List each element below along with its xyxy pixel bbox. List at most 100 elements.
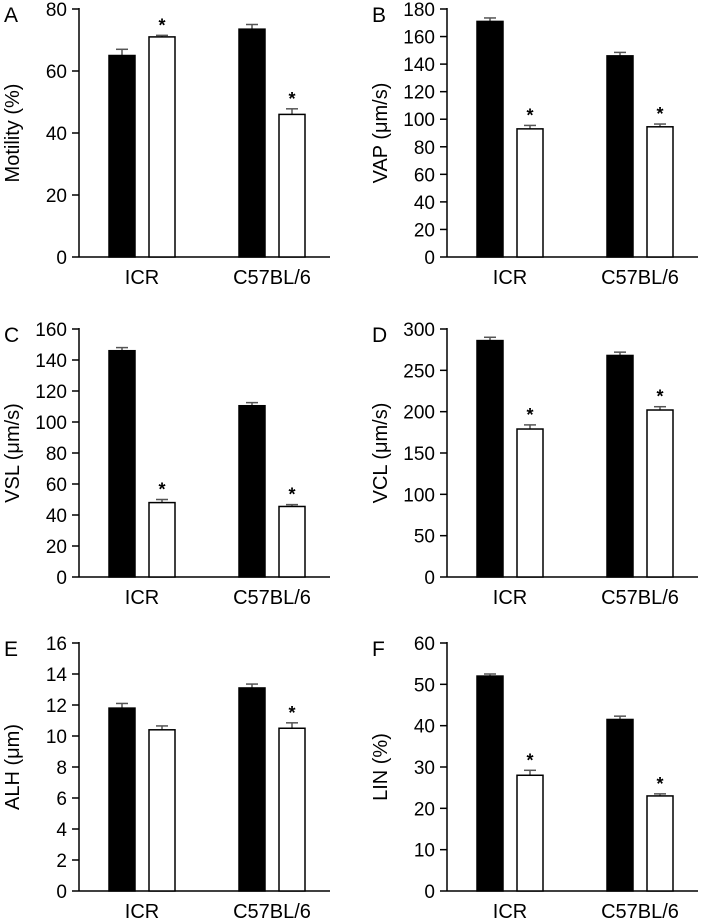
y-tick-label-f: 10 [414, 841, 435, 862]
y-tick-label-f: 40 [414, 717, 435, 738]
y-tick-label-f: 0 [424, 882, 435, 903]
y-tick-label-f: 30 [414, 758, 435, 779]
panel-letter-a: A [4, 4, 18, 27]
y-tick-label-b: 40 [414, 193, 435, 214]
y-tick-label-c: 100 [35, 413, 67, 434]
y-axis-title-a: Motility (%) [2, 84, 24, 183]
bar-c-icr-series2 [148, 501, 176, 578]
y-tick-label-e: 14 [46, 665, 68, 686]
y-tick-label-f: 20 [414, 799, 435, 820]
panel-letter-c: C [4, 324, 19, 347]
y-tick-label-e: 8 [56, 758, 67, 779]
y-tick-label-a: 20 [46, 186, 67, 207]
bar-f-c57bl6-series2 [646, 795, 674, 892]
y-tick-label-a: 0 [56, 248, 67, 269]
bar-e-c57bl6-series2 [278, 727, 306, 892]
x-category-label-c: C57BL/6 [233, 587, 311, 609]
bar-f-icr-series2 [516, 774, 544, 892]
bar-b-icr-series1 [476, 20, 504, 258]
panel-letter-f: F [372, 638, 385, 661]
significance-star-c: * [288, 485, 295, 505]
significance-star-b: * [656, 104, 663, 124]
y-axis-title-d: VCL (μm/s) [370, 403, 392, 504]
y-tick-label-c: 140 [35, 351, 67, 372]
y-tick-label-d: 100 [403, 485, 435, 506]
y-tick-label-d: 50 [414, 527, 435, 548]
y-tick-label-e: 0 [56, 882, 67, 903]
bar-f-c57bl6-series1 [606, 718, 634, 892]
bar-b-icr-series2 [516, 128, 544, 258]
y-tick-label-c: 60 [46, 475, 67, 496]
y-tick-label-d: 150 [403, 444, 435, 465]
y-tick-label-d: 250 [403, 361, 435, 382]
panel-letter-b: B [372, 4, 386, 27]
y-tick-label-a: 60 [46, 62, 67, 83]
significance-star-e: * [288, 703, 295, 723]
y-tick-label-a: 80 [46, 0, 67, 21]
y-tick-label-e: 12 [46, 696, 67, 717]
y-tick-label-b: 80 [414, 138, 435, 159]
y-tick-label-c: 20 [46, 537, 67, 558]
y-tick-label-c: 40 [46, 506, 67, 527]
bar-a-icr-series2 [148, 36, 176, 258]
y-tick-label-d: 0 [424, 568, 435, 589]
y-tick-label-b: 20 [414, 220, 435, 241]
y-tick-label-b: 60 [414, 165, 435, 186]
y-tick-label-c: 0 [56, 568, 67, 589]
y-tick-label-f: 60 [414, 634, 435, 655]
panel-letter-e: E [4, 638, 18, 661]
bar-c-c57bl6-series2 [278, 505, 306, 578]
x-category-label-b: C57BL/6 [601, 267, 679, 289]
y-tick-label-e: 2 [56, 851, 67, 872]
bar-a-icr-series1 [108, 54, 136, 258]
bar-e-icr-series1 [108, 707, 136, 892]
x-category-label-d: C57BL/6 [601, 587, 679, 609]
x-category-label-f: ICR [493, 901, 527, 923]
significance-star-f: * [526, 750, 533, 770]
x-category-label-f: C57BL/6 [601, 901, 679, 923]
y-tick-label-e: 6 [56, 789, 67, 810]
x-category-label-a: C57BL/6 [233, 267, 311, 289]
significance-star-b: * [526, 105, 533, 125]
bar-d-icr-series2 [516, 428, 544, 578]
bar-a-c57bl6-series1 [238, 28, 266, 258]
x-category-label-e: ICR [125, 901, 159, 923]
x-category-label-a: ICR [125, 267, 159, 289]
significance-star-d: * [656, 387, 663, 407]
bar-a-c57bl6-series2 [278, 113, 306, 258]
bar-c-c57bl6-series1 [238, 404, 266, 578]
significance-star-d: * [526, 405, 533, 425]
y-tick-label-c: 160 [35, 320, 67, 341]
bar-f-icr-series1 [476, 675, 504, 892]
x-category-label-b: ICR [493, 267, 527, 289]
y-tick-label-a: 40 [46, 124, 67, 145]
significance-star-f: * [656, 774, 663, 794]
x-category-label-c: ICR [125, 587, 159, 609]
y-tick-label-b: 120 [403, 83, 435, 104]
bar-d-c57bl6-series2 [646, 409, 674, 578]
y-axis-title-c: VSL (μm/s) [2, 403, 24, 503]
y-tick-label-b: 100 [403, 110, 435, 131]
y-tick-label-b: 140 [403, 55, 435, 76]
y-axis-title-f: LIN (%) [370, 733, 392, 801]
y-tick-label-b: 180 [403, 0, 435, 21]
y-tick-label-f: 50 [414, 675, 435, 696]
x-category-label-d: ICR [493, 587, 527, 609]
y-tick-label-e: 16 [46, 634, 67, 655]
significance-star-a: * [288, 89, 295, 109]
bar-d-icr-series1 [476, 339, 504, 578]
bar-b-c57bl6-series1 [606, 55, 634, 258]
bar-b-c57bl6-series2 [646, 126, 674, 258]
bar-c-icr-series1 [108, 349, 136, 578]
y-tick-label-b: 160 [403, 28, 435, 49]
y-axis-title-e: ALH (μm) [2, 724, 24, 810]
y-axis-title-b: VAP (μm/s) [370, 83, 392, 184]
significance-star-c: * [158, 480, 165, 500]
panel-letter-d: D [372, 324, 387, 347]
y-tick-label-b: 0 [424, 248, 435, 269]
y-tick-label-e: 4 [56, 820, 67, 841]
y-tick-label-c: 80 [46, 444, 67, 465]
significance-star-a: * [158, 15, 165, 35]
bar-e-icr-series2 [148, 729, 176, 892]
